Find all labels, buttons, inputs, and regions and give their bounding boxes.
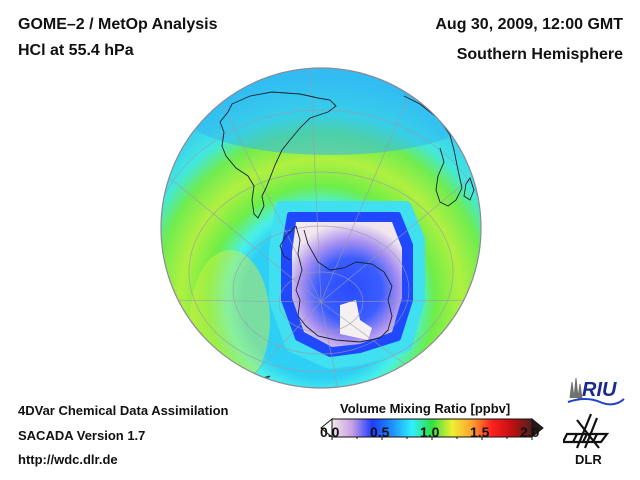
vortex-core (292, 222, 402, 347)
region-label: Southern Hemisphere (456, 46, 623, 63)
date-label: Aug 30, 2009, 12:00 GMT (435, 16, 623, 33)
map-subtitle: HCl at 55.4 hPa (18, 42, 134, 59)
colorbar-tick-1: 0.5 (370, 424, 390, 440)
riu-wave (567, 398, 625, 406)
globe-outline (160, 67, 482, 389)
colorbar-max-arrow (531, 418, 544, 439)
colorbar-title: Volume Mixing Ratio [ppbv] (340, 401, 511, 416)
dlr-emblem-icon (563, 413, 610, 449)
dlr-logo: DLR (563, 413, 610, 467)
riu-logo: RIU (567, 377, 625, 406)
south-america-coast (219, 91, 337, 219)
footer-url[interactable]: http://wdc.dlr.de (18, 452, 118, 467)
vortex-light-patch (340, 300, 372, 340)
colorbar-tick-4: 2.0 (520, 424, 540, 440)
riu-text: RIU (582, 379, 617, 401)
madagascar-coast (463, 176, 475, 201)
cathedral-icon (569, 377, 583, 399)
antarctic-peninsula-coast (279, 225, 297, 261)
footer-version: SACADA Version 1.7 (18, 428, 146, 443)
colorbar-tick-2: 1.0 (420, 424, 440, 440)
antarctica-coast (295, 225, 393, 343)
map-title: GOME–2 / MetOp Analysis (18, 16, 218, 33)
yellow-band-west (190, 250, 270, 388)
colorbar-tick-3: 1.5 (470, 424, 490, 440)
footer-method: 4DVar Chemical Data Assimilation (18, 403, 229, 418)
dlr-text: DLR (575, 452, 602, 467)
colorbar (320, 418, 544, 440)
colorbar-tick-0: 0.0 (320, 424, 340, 440)
